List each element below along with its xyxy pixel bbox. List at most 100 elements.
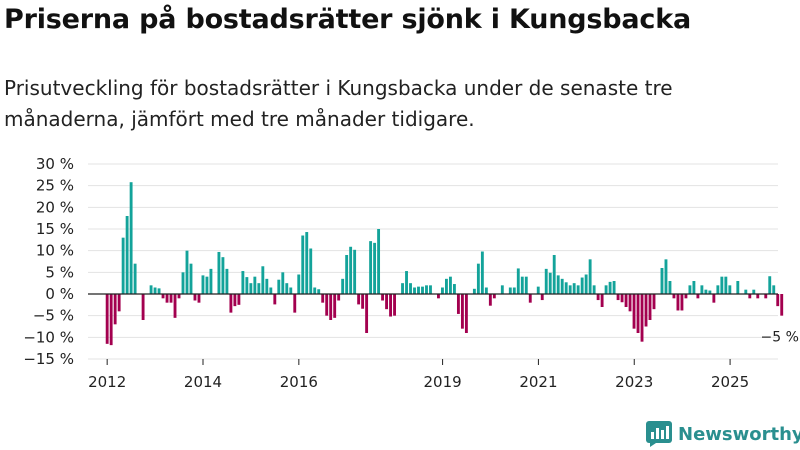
bar [584,274,588,294]
bar [289,287,293,294]
bar [129,182,133,294]
x-tick-label: 2012 [88,373,126,391]
y-tick-label: 30 % [36,155,74,173]
bar [357,294,361,305]
bar [389,294,392,317]
bar [524,276,528,294]
bar [568,285,572,294]
x-tick-label: 2025 [711,373,749,391]
bar [460,294,464,329]
bars [105,182,784,346]
bar [201,275,205,294]
bar [528,294,532,303]
bar [552,255,556,294]
bar [333,294,337,318]
bar [660,268,664,294]
bar [564,282,568,294]
bar [652,294,656,310]
bar [233,294,237,307]
bar [373,242,377,294]
bar-chart: −15 % −10 % −5 % 0 % 5 % 10 % 15 % 20 % 25 % 30 %… [23,155,799,391]
bar [169,294,173,303]
bar [173,294,177,318]
bar [149,285,153,294]
bar [484,287,488,294]
bar [676,294,680,311]
bar [217,251,221,294]
bar [668,281,672,294]
x-tick-label: 2016 [280,373,318,391]
bar [728,285,732,294]
bar [736,281,740,294]
bar [413,287,416,294]
bar [620,294,624,303]
bar [321,294,325,303]
bar [616,294,620,301]
bar [265,278,269,294]
bar [385,294,389,310]
bar [664,259,668,294]
bar [105,294,109,344]
bar [185,250,189,294]
bar [648,294,652,320]
bar [273,294,277,305]
bar [680,294,684,311]
y-tick-label: 0 % [45,285,74,303]
annotations: −5 % [761,329,799,345]
bar [125,216,129,294]
bar [393,294,396,316]
bar [712,294,716,303]
bar [257,283,261,294]
bar [636,294,640,333]
bar [285,283,289,294]
bar [365,294,369,333]
bar [245,277,249,294]
bar [313,287,317,294]
y-tick-label: 20 % [36,198,74,216]
bar [177,294,181,299]
y-axis: −15 % −10 % −5 % 0 % 5 % 10 % 15 % 20 % 25 % 30 % [23,155,74,368]
bar [409,283,412,294]
bar [341,278,345,294]
newsworthy-logo-icon [646,421,672,447]
bar [225,268,229,294]
chart-subtitle: Prisutveckling för bostadsrätter i Kungs… [4,76,673,131]
chart-title: Priserna på bostadsrätter sjönk i Kungsb… [4,4,692,35]
bar [249,283,253,294]
bar [600,294,604,307]
bar [437,294,440,299]
bar [133,263,137,294]
y-tick-label: −5 % [33,307,74,325]
bar [612,281,616,294]
bar [441,287,444,294]
bar [644,294,648,327]
bar [113,294,117,325]
bar [624,294,628,307]
bar [117,294,121,312]
bar [696,294,700,299]
bar [780,294,784,316]
bar [369,241,373,294]
bar [345,255,349,294]
y-tick-label: 10 % [36,242,74,260]
bar [684,294,688,299]
last-value-label: −5 % [761,329,799,345]
bar [448,276,452,294]
bar [556,275,560,294]
bar [353,249,357,294]
bar [269,287,273,294]
bar [229,294,233,313]
bar [520,276,524,294]
bar [632,294,636,329]
bar [588,259,592,294]
bar [181,272,185,294]
bar [221,257,225,294]
bar [464,294,468,333]
bar [508,287,512,294]
y-tick-label: 15 % [36,220,74,238]
grid-lines [88,163,778,360]
bar [337,294,341,301]
bar [141,294,145,320]
y-tick-label: −15 % [23,350,74,368]
bar [329,294,333,320]
